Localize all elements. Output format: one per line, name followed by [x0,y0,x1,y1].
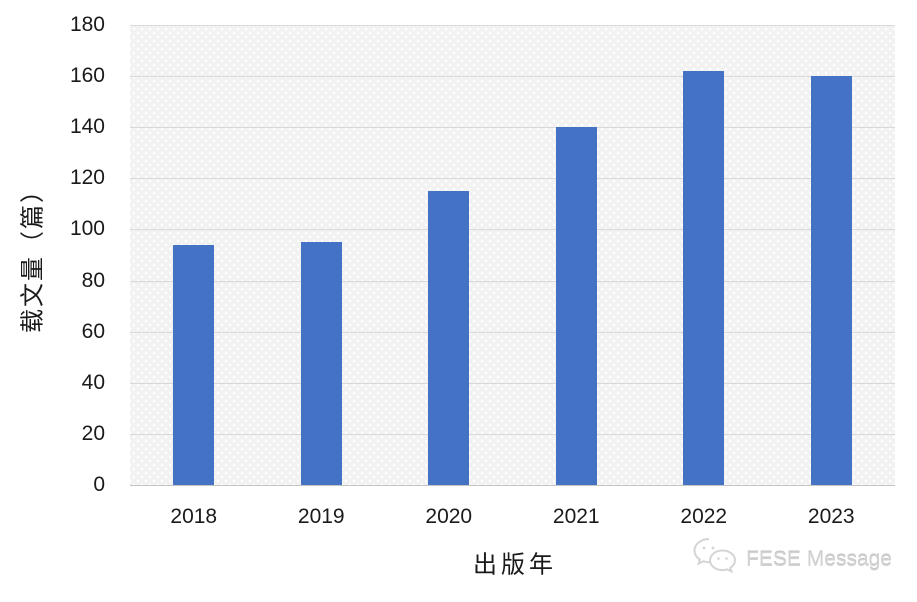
gridline-140 [130,127,895,129]
bar-2018 [173,244,215,485]
y-tick-label-60: 60 [81,319,105,343]
gridline-180 [130,25,895,26]
watermark-label: FESE Message [746,547,892,571]
y-tick-label-0: 0 [93,473,105,496]
bar-2021 [555,127,597,485]
wechat-icon [691,536,739,583]
y-tick-label-20: 20 [81,421,105,445]
watermark: FESE Message [691,536,892,583]
gridline-100 [130,229,895,231]
x-tick-label-2019: 2019 [297,505,345,528]
bar-2022 [683,71,725,485]
x-tick-label-2021: 2021 [552,505,600,528]
bar-2020 [428,191,470,485]
gridline-20 [130,433,895,435]
y-tick-label-80: 80 [81,268,105,292]
gridline-60 [130,331,895,333]
y-tick-label-140: 140 [69,115,105,139]
y-tick-label-40: 40 [81,370,105,394]
x-tick-label-2020: 2020 [425,505,473,528]
gridline-160 [130,76,895,78]
gridline-120 [130,178,895,180]
y-tick-label-180: 180 [69,13,105,36]
x-tick-label-2022: 2022 [680,505,728,528]
bar-2023 [810,76,852,485]
gridline-40 [130,382,895,384]
plot-area [130,25,895,485]
y-tick-label-160: 160 [69,64,105,88]
gridline-0 [130,485,895,486]
y-tick-label-100: 100 [69,217,105,241]
y-axis-title: 载文量（篇） [19,177,47,333]
gridline-80 [130,280,895,282]
x-tick-label-2023: 2023 [807,505,855,528]
x-axis-title: 出版年 [473,551,557,579]
y-tick-label-120: 120 [69,166,105,190]
x-tick-label-2018: 2018 [170,505,218,528]
bar-2019 [300,242,342,485]
